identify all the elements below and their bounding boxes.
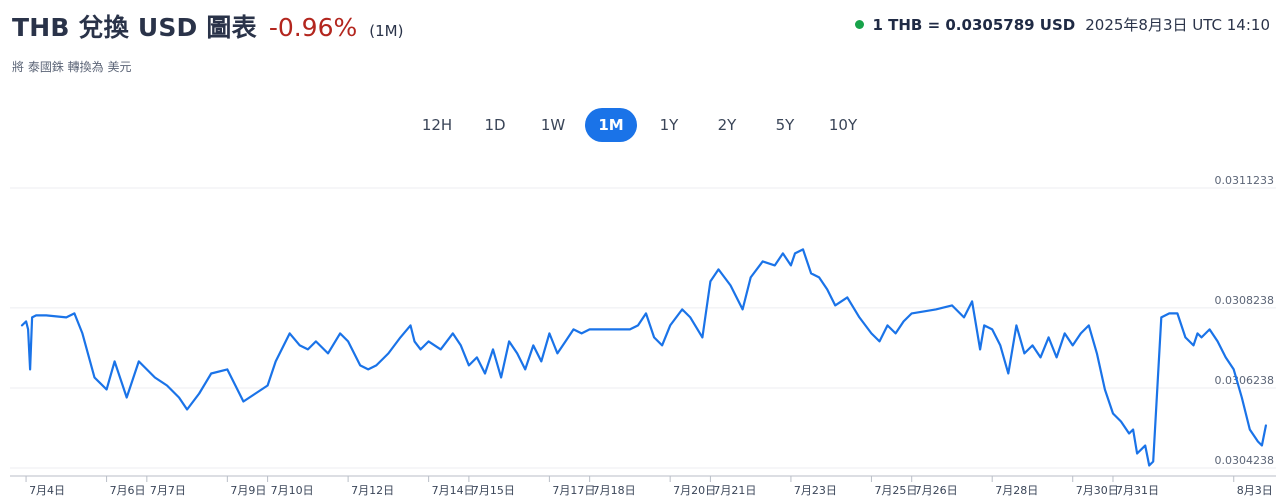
y-axis: 0.0311233 0.0308238 0.0306238 0.0304238 [1215,174,1275,467]
chart-series [20,248,1268,467]
x-tick-label: 7月20日 [673,484,716,497]
title-row: THB 兌換 USD 圖表 -0.96% (1M) [12,8,1270,44]
chart-header: THB 兌換 USD 圖表 -0.96% (1M) 將 泰國銖 轉換為 美元 1… [12,8,1270,78]
x-tick-label: 7月9日 [230,484,266,497]
x-tick-label: 7月4日 [29,484,65,497]
y-tick-label: 0.0306238 [1215,374,1275,387]
live-rate: 1 THB = 0.0305789 USD 2025年8月3日 UTC 14:1… [855,14,1270,35]
range-button-5y[interactable]: 5Y [759,108,811,142]
percent-change: -0.96% [268,13,358,42]
x-tick-label: 7月14日 [432,484,475,497]
range-button-1d[interactable]: 1D [469,108,521,142]
x-tick-label: 7月23日 [794,484,837,497]
page-subtitle: 將 泰國銖 轉換為 美元 [12,60,132,74]
range-button-1y[interactable]: 1Y [643,108,695,142]
x-tick-label: 7月18日 [593,484,636,497]
x-tick-label: 7月30日 [1076,484,1119,497]
x-tick-label: 8月3日 [1237,484,1273,497]
x-tick-label: 7月6日 [110,484,146,497]
x-tick-label: 7月31日 [1116,484,1159,497]
range-button-1w[interactable]: 1W [527,108,579,142]
rate-chart: 0.0311233 0.0308238 0.0306238 0.0304238 7月4… [10,174,1276,497]
chart-grid [10,187,1276,469]
period-label: (1M) [369,22,404,40]
series-line-0[interactable] [20,248,1268,467]
x-tick-label: 7月10日 [271,484,314,497]
y-tick-label: 0.0311233 [1215,174,1275,187]
range-button-1m[interactable]: 1M [585,108,637,142]
rate-timestamp: 2025年8月3日 UTC 14:10 [1085,16,1270,34]
page-title: THB 兌換 USD 圖表 [12,13,257,42]
range-selector: 12H 1D 1W 1M 1Y 2Y 5Y 10Y [0,108,1280,142]
x-tick-label: 7月25日 [874,484,917,497]
x-tick-label: 7月7日 [150,484,186,497]
x-tick-label: 7月28日 [995,484,1038,497]
y-tick-label: 0.0308238 [1215,294,1275,307]
rate-value: 1 THB = 0.0305789 USD [872,15,1076,34]
range-button-10y[interactable]: 10Y [817,108,869,142]
status-dot-icon [855,20,865,29]
x-tick-label: 7月26日 [915,484,958,497]
range-button-12h[interactable]: 12H [411,108,463,142]
x-tick-label: 7月17日 [552,484,595,497]
x-tick-label: 7月21日 [713,484,756,497]
x-tick-label: 7月15日 [472,484,515,497]
y-tick-label: 0.0304238 [1215,454,1275,467]
range-button-2y[interactable]: 2Y [701,108,753,142]
x-tick-label: 7月12日 [351,484,394,497]
